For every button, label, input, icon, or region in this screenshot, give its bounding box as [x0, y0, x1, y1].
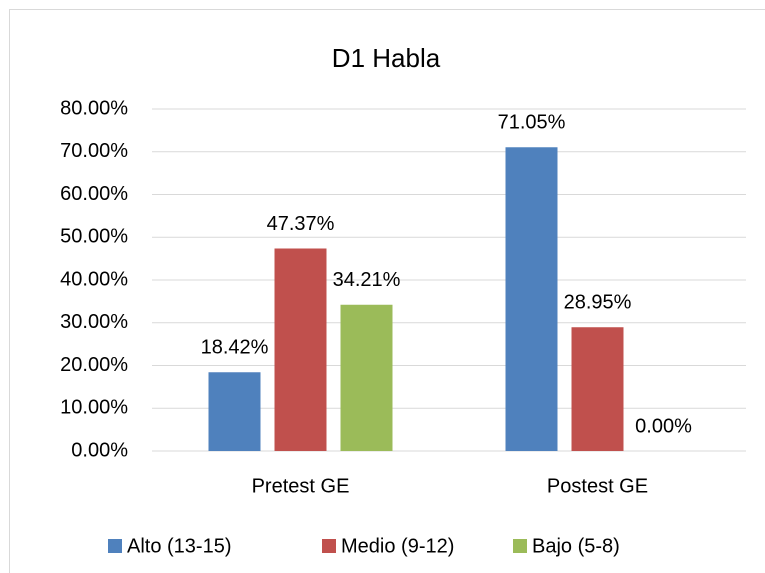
y-tick-label: 80.00%	[60, 97, 128, 119]
value-label: 28.95%	[564, 292, 632, 314]
y-tick-label: 30.00%	[60, 311, 128, 333]
y-tick-label: 20.00%	[60, 354, 128, 376]
legend-swatch	[108, 539, 122, 553]
x-tick-label: Postest GE	[547, 475, 648, 497]
legend-label: Bajo (5-8)	[532, 535, 620, 557]
value-label: 71.05%	[498, 112, 566, 134]
y-tick-label: 40.00%	[60, 268, 128, 290]
legend-swatch	[513, 539, 527, 553]
bar	[571, 327, 624, 451]
chart-border	[9, 9, 765, 573]
bar	[208, 372, 261, 451]
y-tick-label: 60.00%	[60, 183, 128, 205]
x-tick-label: Pretest GE	[252, 475, 350, 497]
y-tick-label: 70.00%	[60, 140, 128, 162]
y-tick-label: 50.00%	[60, 226, 128, 248]
legend-label: Medio (9-12)	[341, 535, 454, 557]
bar	[505, 147, 558, 452]
value-label: 47.37%	[267, 213, 335, 235]
legend-label: Alto (13-15)	[127, 535, 232, 557]
chart-title: D1 Habla	[332, 43, 441, 73]
y-tick-label: 0.00%	[71, 439, 128, 461]
value-label: 34.21%	[333, 269, 401, 291]
value-label: 18.42%	[201, 337, 269, 359]
bar	[340, 304, 393, 451]
legend-swatch	[322, 539, 336, 553]
y-tick-label: 10.00%	[60, 397, 128, 419]
bar	[274, 248, 327, 451]
value-label: 0.00%	[635, 415, 692, 437]
